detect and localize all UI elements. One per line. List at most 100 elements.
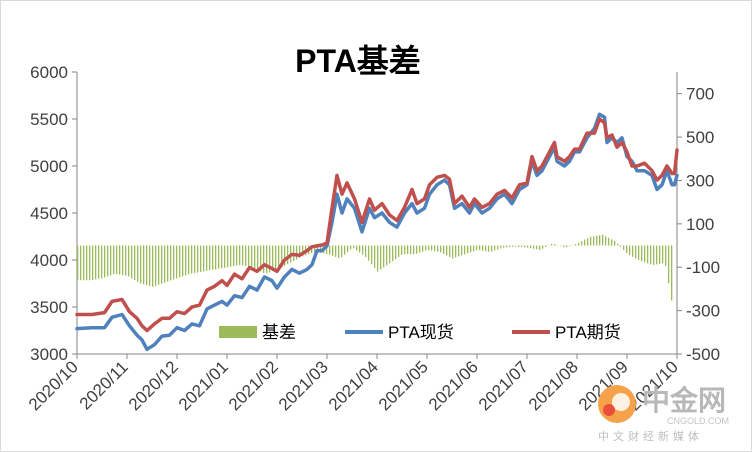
- basis-bar: [491, 245, 493, 252]
- basis-bar: [515, 245, 517, 247]
- basis-bar: [155, 245, 157, 286]
- basis-bar: [404, 245, 406, 255]
- basis-bar: [338, 245, 340, 259]
- watermark-domain: CNGOLD.COM: [667, 416, 729, 426]
- basis-bar: [191, 245, 193, 274]
- basis-bar: [257, 245, 259, 270]
- basis-bar: [425, 245, 427, 251]
- x-tick-label: 2021/05: [375, 357, 432, 414]
- basis-bar: [281, 245, 283, 268]
- basis-bar: [662, 245, 664, 264]
- logo-swirl-icon: [612, 393, 630, 411]
- axes-group: 3000 3500 4000 4500 5000 5500 6000 -500 -300 -100…: [25, 63, 720, 414]
- basis-bar: [590, 236, 592, 246]
- basis-bar: [230, 245, 232, 267]
- logo-dot-icon: [603, 404, 615, 416]
- basis-bar: [539, 245, 541, 250]
- basis-bar: [77, 245, 79, 281]
- basis-bar: [434, 245, 436, 252]
- basis-bar: [569, 245, 571, 247]
- basis-bar: [494, 245, 496, 251]
- basis-bar: [143, 245, 145, 285]
- basis-bar: [509, 245, 511, 248]
- basis-bar: [518, 245, 520, 247]
- basis-bar: [245, 245, 247, 267]
- basis-bar: [671, 245, 673, 301]
- left-tick-label: 4500: [30, 204, 68, 223]
- basis-bar: [470, 245, 472, 253]
- basis-bar: [119, 245, 121, 275]
- basis-bar: [584, 239, 586, 246]
- basis-bar: [170, 245, 172, 281]
- basis-bar: [428, 245, 430, 251]
- basis-bar: [95, 245, 97, 280]
- basis-bar: [284, 245, 286, 266]
- left-tick-label: 5000: [30, 157, 68, 176]
- basis-bar: [443, 245, 445, 254]
- basis-bar: [185, 245, 187, 276]
- basis-bar: [251, 245, 253, 268]
- basis-bar: [668, 245, 670, 284]
- basis-bar: [215, 245, 217, 270]
- basis-bar: [287, 245, 289, 265]
- x-tick-label: 2021/03: [275, 357, 332, 414]
- basis-bar: [221, 245, 223, 269]
- basis-bar: [608, 237, 610, 246]
- basis-bar: [641, 245, 643, 262]
- basis-bar: [377, 245, 379, 272]
- basis-bar: [605, 236, 607, 246]
- basis-bar: [206, 245, 208, 271]
- basis-bar: [197, 245, 199, 273]
- basis-bar: [347, 245, 349, 253]
- basis-bar: [620, 245, 622, 247]
- price-lines-group: [75, 112, 679, 352]
- basis-bar: [410, 245, 412, 255]
- basis-bar: [578, 242, 580, 246]
- basis-bar: [626, 245, 628, 254]
- basis-bar: [440, 245, 442, 253]
- basis-bars-group: [77, 234, 673, 301]
- basis-bar: [86, 245, 88, 281]
- basis-bar: [659, 245, 661, 264]
- basis-bar: [530, 245, 532, 249]
- basis-bar: [83, 245, 85, 281]
- basis-bar: [392, 245, 394, 262]
- basis-bar: [164, 245, 166, 283]
- right-tick-label: -500: [686, 345, 720, 364]
- basis-bar: [134, 245, 136, 281]
- basis-bar: [536, 245, 538, 250]
- watermark-tagline: 中文财经新媒体: [598, 429, 703, 443]
- legend-label: 基差: [262, 323, 296, 342]
- basis-bar: [533, 245, 535, 249]
- legend: 基差 PTA现货 PTA期货: [219, 323, 621, 342]
- basis-bar: [104, 245, 106, 278]
- basis-bar: [575, 244, 577, 246]
- basis-bar: [617, 243, 619, 246]
- basis-bar: [209, 245, 211, 271]
- basis-bar: [416, 245, 418, 254]
- left-tick-label: 4000: [30, 251, 68, 270]
- basis-bar: [329, 245, 331, 255]
- basis-bar: [473, 245, 475, 252]
- basis-bar: [314, 245, 316, 253]
- basis-bar: [647, 245, 649, 264]
- basis-bar: [368, 245, 370, 261]
- basis-bar: [218, 245, 220, 269]
- basis-bar: [224, 245, 226, 268]
- basis-bar: [278, 245, 280, 269]
- basis-bar: [455, 245, 457, 258]
- basis-bar: [476, 245, 478, 251]
- basis-bar: [80, 245, 82, 281]
- basis-bar: [602, 234, 604, 246]
- basis-bar: [458, 245, 460, 257]
- basis-bar: [311, 245, 313, 254]
- x-tick-label: 2021/06: [425, 357, 482, 414]
- basis-bar: [362, 245, 364, 255]
- basis-bar: [242, 245, 244, 266]
- x-tick-label: 2021/02: [225, 357, 282, 414]
- x-tick-label: 2020/10: [25, 357, 82, 414]
- basis-bar: [635, 245, 637, 259]
- basis-bar: [599, 235, 601, 246]
- basis-bar: [551, 243, 553, 246]
- left-tick-label: 5500: [30, 110, 68, 129]
